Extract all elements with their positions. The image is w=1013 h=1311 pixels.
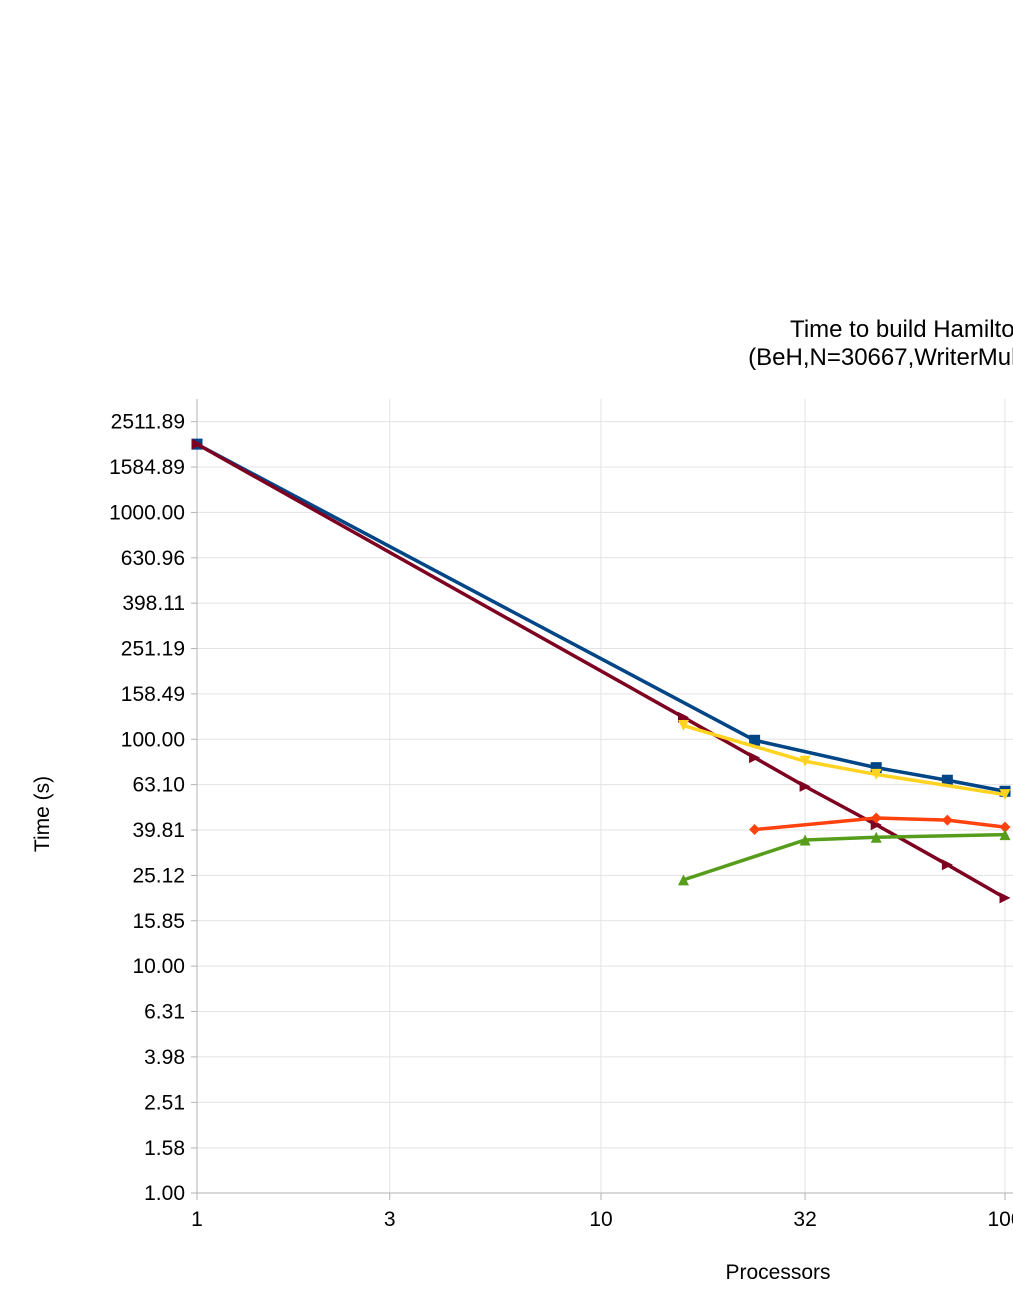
axes: 1.00 1.58 2.51 3.98 6.31 10.00 15.85 25.12 39.81… xyxy=(109,399,1013,1231)
series-3-point xyxy=(799,755,811,767)
series-5-line xyxy=(682,832,1006,882)
series-1-point xyxy=(941,774,953,786)
y-tick-label: 2.51 xyxy=(144,1091,185,1114)
y-tick-label: 2511.89 xyxy=(111,411,185,434)
y-tick-label: 398.11 xyxy=(122,592,185,615)
y-tick-label: 3.98 xyxy=(144,1046,185,1069)
y-tick-label: 6.31 xyxy=(144,1001,185,1024)
y-tick-label: 251.19 xyxy=(121,638,185,661)
series-5-point xyxy=(799,834,811,846)
series-2-point xyxy=(749,752,761,764)
y-tick-label: 10.00 xyxy=(132,955,185,978)
x-tick-label: 100 xyxy=(987,1208,1013,1231)
series-4-point xyxy=(999,821,1011,833)
y-tick-label: 1.00 xyxy=(144,1182,185,1205)
x-tick-label: 32 xyxy=(793,1208,816,1231)
y-tick-label: 15.85 xyxy=(132,910,185,933)
chart-title: Time to build Hamiltonian xyxy=(790,316,1013,343)
series-5 xyxy=(677,829,1011,886)
series-2-point xyxy=(799,780,811,792)
series-2-point xyxy=(999,892,1011,904)
series-5-point xyxy=(870,831,882,843)
y-tick-label: 25.12 xyxy=(132,864,185,887)
x-tick-label: 3 xyxy=(384,1208,396,1231)
y-tick-label: 100.00 xyxy=(121,728,185,751)
series-5-point xyxy=(677,874,689,886)
y-tick-label: 158.49 xyxy=(121,683,185,706)
series-3-line xyxy=(682,723,1006,797)
series-4-point xyxy=(749,824,761,836)
series-5-point xyxy=(999,829,1011,841)
series-3-point xyxy=(677,720,689,732)
series-4 xyxy=(749,812,1011,836)
y-tick-label: 1000.00 xyxy=(109,501,185,524)
x-tick-label: 10 xyxy=(589,1208,612,1231)
series-4-line xyxy=(754,816,1006,832)
series-4-point xyxy=(870,812,882,824)
series-group xyxy=(191,438,1011,904)
series-2-point xyxy=(191,438,203,450)
series-3 xyxy=(677,720,1011,801)
x-axis-label: Processors xyxy=(725,1261,830,1284)
y-tick-label: 1584.89 xyxy=(109,456,185,479)
series-3-point xyxy=(870,768,882,780)
series-3-point xyxy=(999,789,1011,801)
chart-subtitle: (BeH,N=30667,WriterMultiplexor) xyxy=(748,344,1013,371)
y-tick-label: 1.58 xyxy=(144,1137,185,1160)
y-axis-label: Time (s) xyxy=(31,776,54,852)
series-2-point xyxy=(870,819,882,831)
series-2-point xyxy=(941,859,953,871)
y-tick-label: 630.96 xyxy=(121,547,185,570)
series-4-point xyxy=(941,814,953,826)
x-tick-label: 1 xyxy=(191,1208,203,1231)
y-tick-label: 39.81 xyxy=(132,819,185,842)
series-2 xyxy=(191,438,1011,904)
y-tick-label: 63.10 xyxy=(132,774,185,797)
series-1-point xyxy=(749,734,761,746)
